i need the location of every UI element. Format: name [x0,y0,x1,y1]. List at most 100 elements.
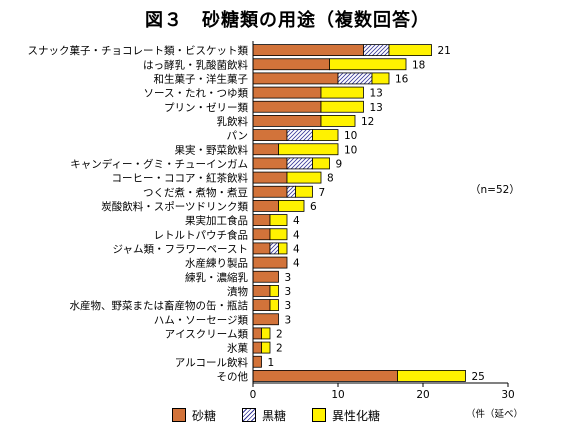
bar-segment-isomer [320,86,364,99]
bar-segment-sugar [252,313,279,326]
total-value-label: 3 [285,300,292,312]
legend-swatch-isomer [312,408,327,422]
legend: 砂糖 黒糖 異性化糖 [172,405,406,425]
bar-segment-isomer [269,285,279,297]
bar-segment-brown [286,129,313,141]
bar-segment-isomer [278,242,288,255]
bar-segment-sugar [252,100,322,113]
bar-segment-isomer [286,171,322,184]
bar-segment-sugar [252,285,271,297]
category-label: 果実・野菜飲料 [175,143,249,156]
x-tick-label: 30 [501,389,514,401]
category-label: 氷菓 [227,342,248,355]
bar-segment-isomer [397,370,466,382]
total-value-label: 10 [344,130,357,142]
axes-group: 0 10 20 30 [250,41,515,401]
total-value-label: 12 [361,116,374,128]
bar-segment-brown [269,242,279,255]
x-tick-label: 10 [331,389,344,401]
category-label: 乳飲料 [217,115,249,128]
category-label: キャンディー・グミ・チューインガム [70,157,248,170]
total-value-label: 13 [370,88,383,100]
bar-segment-sugar [252,72,339,85]
category-label: ソース・たれ・つゆ類 [144,88,249,100]
category-label: はっ酵乳・乳酸菌飲料 [143,58,248,71]
total-value-label: 4 [293,229,300,241]
category-label: 漬物 [227,285,248,298]
total-value-label: 4 [293,243,300,255]
category-label: 水産物、野菜または畜産物の缶・瓶詰 [70,299,249,312]
category-label: アルコール飲料 [175,356,249,369]
bar-segment-isomer [269,214,288,226]
total-value-label: 7 [319,187,326,199]
category-label: レトルトパウチ食品 [154,228,249,241]
category-label: プリン・ゼリー類 [164,102,248,114]
category-label: ジャム類・フラワーペースト [113,243,248,255]
bar-segment-isomer [312,129,339,141]
bar-segment-brown [286,157,313,170]
bar-segment-sugar [252,200,279,212]
bar-segment-sugar [252,185,288,198]
category-label: 和生菓子・洋生菓子 [154,72,249,85]
chart-title: 図３ 砂糖類の用途（複数回答） [145,10,430,31]
bar-segment-isomer [388,44,432,56]
bar-segment-isomer [312,157,330,170]
bar-segment-isomer [269,228,288,241]
bar-segment-isomer [261,327,271,340]
category-label: 炭酸飲料・スポーツドリンク類 [101,200,248,213]
bar-segment-brown [286,185,296,198]
total-value-label: 13 [370,102,383,114]
category-label: パン [226,130,248,142]
bar-segment-isomer [320,115,356,127]
total-value-label: 3 [285,314,292,326]
total-value-label: 10 [344,144,357,156]
category-label: コーヒー・ココア・紅茶飲料 [112,172,249,185]
bars-group: スナック菓子・チョコレート類・ビスケット類 21 はっ酵乳・乳酸菌飲料 1 8 和生菓子・… [28,44,485,383]
bar-segment-sugar [252,341,262,354]
bar-segment-isomer [269,299,279,311]
bar-segment-sugar [252,171,288,184]
bar-segment-sugar [252,58,330,71]
total-value-label: 4 [293,258,300,270]
bar-segment-sugar [252,270,279,283]
category-label: つくだ煮・煮物・煮豆 [143,186,248,199]
bar-segment-sugar [252,129,288,141]
bar-segment-sugar [252,242,271,255]
total-value-label: 16 [395,73,409,85]
x-tick-label: 0 [250,389,257,401]
total-value-label: 2 [276,343,283,355]
category-label: アイスクリーム類 [165,328,249,340]
sample-size-note: （n=52） [470,184,520,196]
legend-swatch-sugar [172,408,186,422]
legend-item-isomer: 異性化糖 [312,407,380,424]
bar-segment-brown [363,44,390,56]
bar-segment-isomer [278,143,339,156]
legend-label-brown: 黒糖 [262,408,287,423]
category-label: スナック菓子・チョコレート類・ビスケット類 [28,45,249,57]
bar-segment-isomer [371,72,390,85]
legend-item-sugar: 砂糖 [172,407,216,424]
total-value-label: 2 [276,328,283,340]
total-value-label: 25 [472,371,485,383]
legend-label-sugar: 砂糖 [192,408,217,423]
category-label: 練乳・濃縮乳 [185,271,248,284]
total-value-label: 21 [438,45,451,57]
x-tick-label: 20 [416,389,429,401]
bar-segment-isomer [295,185,313,198]
bar-segment-sugar [252,214,271,226]
bar-segment-isomer [320,100,364,113]
total-value-label: 3 [285,286,292,298]
bar-segment-sugar [252,86,322,99]
bar-segment-sugar [252,299,271,311]
category-label: その他 [217,370,249,383]
legend-swatch-brown [242,408,257,422]
bar-segment-brown [337,72,373,85]
total-value-label: 1 [268,357,275,369]
total-value-label: 3 [285,272,292,284]
category-label: 果実加工食品 [185,214,248,227]
total-value-label: 4 [293,215,300,227]
bar-segment-sugar [252,44,364,56]
total-value-label: 8 [327,173,334,185]
category-label: 水産練り製品 [185,257,248,270]
